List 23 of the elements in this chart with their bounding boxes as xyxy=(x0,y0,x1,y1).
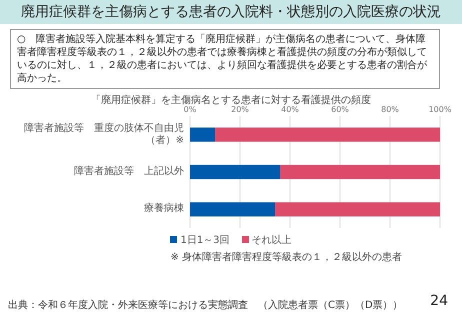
text: ※ 身体障害者障害程度等級表の１，２級以外の患者 xyxy=(170,250,402,264)
bar xyxy=(280,164,440,180)
chart-subtitle: 「廃用症候群」を主傷病名とする患者に対する看護提供の頻度 xyxy=(91,95,371,106)
bar xyxy=(190,164,280,180)
bar xyxy=(190,128,215,142)
x-tick-label: 60% xyxy=(331,105,350,114)
bar xyxy=(275,202,440,216)
source-note: 出典：令和６年度入院・外来医療等における実態調査 （入院患者票（C票）（D票）） xyxy=(8,298,403,312)
x-tick-label: 20% xyxy=(231,105,250,114)
x-tick-label: 80% xyxy=(381,105,400,114)
bar xyxy=(190,202,275,216)
x-tick-label: 0% xyxy=(184,105,197,114)
legend-label: 1日1～3回 xyxy=(180,235,230,246)
bar xyxy=(215,128,440,142)
legend-label: それ以上 xyxy=(252,235,292,246)
y-tick-label: 障害者施設等 重度の肢体不自由児（者）※ xyxy=(23,122,184,147)
y-tick-label: 障害者施設等 上記以外 xyxy=(73,166,184,178)
text: 24 xyxy=(430,293,448,309)
x-tick-label: 40% xyxy=(281,105,300,114)
x-tick-label: 100% xyxy=(428,105,452,114)
y-tick-label: 療養病棟 xyxy=(143,203,184,216)
text: ○ 障害者施設等入院基本料を算定する「廃用症候群」が主傷病名の患者について、身体障害者障害程度等級表の１，２級以外の患者では療養病棟と看護提供の頻度の分布が類似しているのに対し、１，２級の患者においては、より頻回な看護提供を必要とする患者の割合が高かった。 xyxy=(10,29,440,89)
chart-title: 廃用症候群を主傷病とする患者の入院料・状態別の入院医療の状況 xyxy=(0,0,462,24)
